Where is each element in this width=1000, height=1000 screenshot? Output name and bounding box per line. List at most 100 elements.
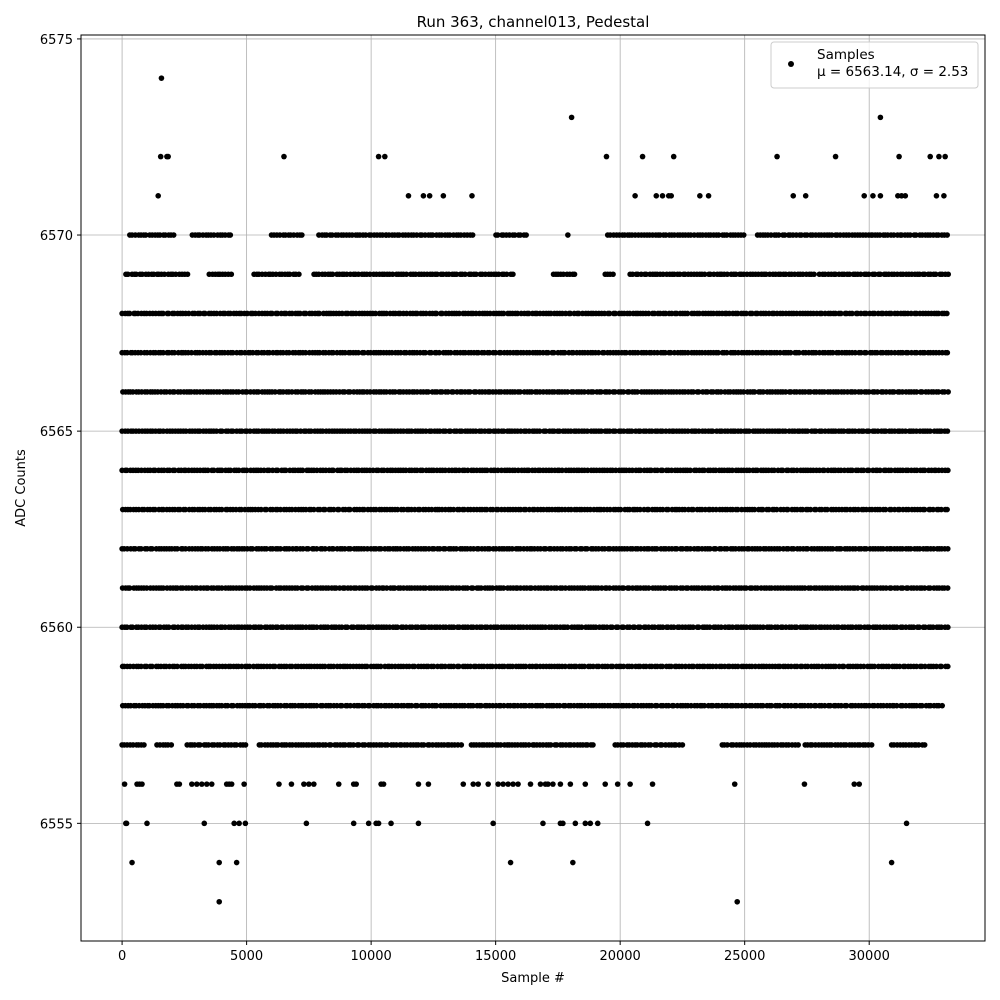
data-point xyxy=(782,428,789,434)
data-point xyxy=(158,75,165,81)
data-point xyxy=(500,781,506,787)
data-point xyxy=(249,545,256,552)
data-point xyxy=(910,624,917,631)
y-tick-label: 6575 xyxy=(40,33,73,48)
data-point xyxy=(888,467,894,474)
data-point xyxy=(724,349,730,356)
data-point xyxy=(301,781,307,787)
data-point xyxy=(921,467,928,474)
data-point xyxy=(916,624,923,631)
data-point xyxy=(347,545,354,552)
data-point xyxy=(590,742,596,748)
data-point xyxy=(540,820,546,827)
data-point xyxy=(913,232,919,238)
data-point xyxy=(647,742,654,748)
data-point xyxy=(185,310,192,317)
data-point xyxy=(233,859,240,866)
data-point xyxy=(329,271,336,278)
data-point xyxy=(203,781,210,787)
data-point xyxy=(361,349,367,356)
axis-ticks: 0 5000 10000 15000 20000 25000 30000 6555 6560 65… xyxy=(40,33,890,964)
data-point xyxy=(255,389,262,395)
data-point xyxy=(515,781,521,787)
data-point xyxy=(300,585,306,591)
data-point xyxy=(915,742,922,748)
data-point xyxy=(286,349,292,356)
data-point xyxy=(157,153,164,160)
x-tick-label: 25000 xyxy=(724,949,765,964)
data-point xyxy=(536,428,543,434)
data-point xyxy=(550,781,556,787)
data-point xyxy=(893,702,900,709)
data-point xyxy=(612,389,618,395)
data-point xyxy=(606,585,613,591)
data-point xyxy=(602,781,609,787)
data-point xyxy=(522,663,529,670)
data-point xyxy=(582,781,589,787)
data-point xyxy=(507,859,514,866)
data-point xyxy=(854,585,861,591)
data-point xyxy=(422,349,429,356)
data-point xyxy=(687,467,694,474)
data-point xyxy=(138,545,144,552)
data-point xyxy=(322,545,328,552)
data-point xyxy=(582,820,589,827)
data-point xyxy=(426,193,433,199)
data-point xyxy=(306,781,312,787)
data-point xyxy=(458,742,465,748)
data-point xyxy=(659,663,666,670)
data-point xyxy=(227,467,234,474)
data-point xyxy=(654,545,660,552)
data-point xyxy=(712,545,719,552)
data-point xyxy=(829,232,835,238)
data-point xyxy=(866,467,872,474)
data-point xyxy=(760,506,766,513)
data-point xyxy=(375,153,382,160)
data-point xyxy=(724,271,731,278)
data-point xyxy=(902,428,909,434)
data-point xyxy=(505,781,511,787)
data-point xyxy=(673,545,680,552)
data-point xyxy=(865,271,872,278)
legend-marker xyxy=(788,61,794,67)
data-point xyxy=(695,389,702,395)
data-point xyxy=(785,506,791,513)
data-point xyxy=(382,153,388,160)
data-point xyxy=(590,389,596,395)
data-point xyxy=(659,467,666,474)
data-point xyxy=(526,742,532,748)
data-point xyxy=(197,742,203,748)
legend: Samples μ = 6563.14, σ = 2.53 xyxy=(770,41,979,89)
data-point xyxy=(430,663,437,670)
data-point xyxy=(877,467,883,474)
data-point xyxy=(277,545,284,552)
data-point xyxy=(945,271,952,278)
y-axis-label: ADC Counts xyxy=(14,449,29,527)
data-point xyxy=(149,545,155,552)
data-point xyxy=(510,781,516,787)
data-point xyxy=(849,310,855,317)
data-point xyxy=(230,349,236,356)
data-point xyxy=(347,702,354,709)
data-point xyxy=(428,349,435,356)
data-point xyxy=(170,232,177,238)
data-point xyxy=(258,624,264,631)
data-point xyxy=(690,624,696,631)
data-point xyxy=(690,389,697,395)
data-point xyxy=(632,193,638,199)
data-point xyxy=(453,545,460,552)
data-point xyxy=(877,193,884,199)
data-point xyxy=(631,624,638,631)
data-point xyxy=(165,153,171,160)
data-point xyxy=(648,702,655,709)
data-point xyxy=(336,506,342,513)
data-point xyxy=(500,585,507,591)
data-point xyxy=(160,585,167,591)
data-point xyxy=(272,389,278,395)
data-point xyxy=(790,545,797,552)
data-point xyxy=(639,153,646,160)
data-point xyxy=(673,585,680,591)
data-point xyxy=(877,114,884,121)
data-point xyxy=(866,624,873,631)
data-point xyxy=(751,389,758,395)
